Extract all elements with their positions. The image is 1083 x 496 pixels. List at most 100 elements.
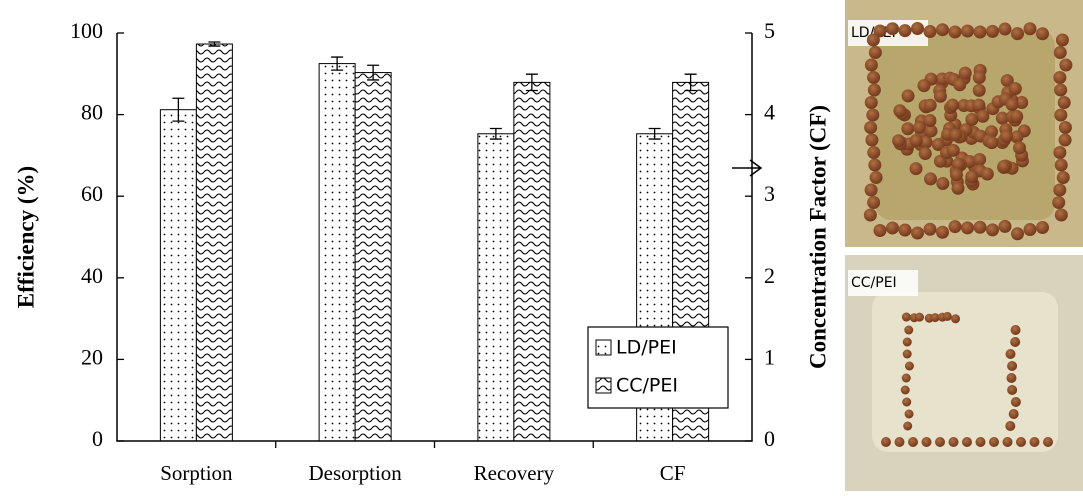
bar (478, 134, 514, 441)
bead (1043, 437, 1053, 447)
bead (974, 221, 987, 234)
bead (951, 314, 960, 323)
bead (866, 109, 879, 122)
bead (886, 221, 899, 234)
bead (909, 162, 922, 175)
bead (1013, 141, 1026, 154)
bead (902, 313, 911, 322)
bead (965, 170, 978, 183)
bead (899, 24, 912, 37)
bead (902, 89, 915, 102)
bead (989, 437, 999, 447)
bead (1055, 159, 1068, 172)
bead (917, 79, 930, 92)
bead (947, 144, 960, 157)
y-tick-label: 20 (81, 344, 103, 369)
bead (908, 437, 918, 447)
y2-tick-label: 4 (764, 100, 775, 125)
y2-tick-label: 0 (764, 426, 775, 451)
bead (864, 209, 877, 222)
bead (981, 168, 994, 181)
bead (924, 223, 937, 236)
bead (1006, 349, 1016, 359)
bead (868, 84, 881, 97)
bead (901, 386, 910, 395)
bead (1057, 171, 1070, 184)
bead (911, 22, 924, 35)
y-tick-label: 100 (70, 18, 103, 43)
legend-label: CC/PEI (616, 375, 678, 397)
bead (1054, 84, 1067, 97)
bead (1007, 385, 1017, 395)
bead (986, 223, 999, 236)
bead (999, 220, 1012, 233)
bead (924, 172, 937, 185)
bead (935, 437, 945, 447)
bead (1010, 337, 1020, 347)
bead (986, 25, 999, 38)
bead (936, 226, 949, 239)
bead (923, 114, 936, 127)
bead (934, 90, 947, 103)
bead (1006, 373, 1016, 383)
bead (985, 136, 998, 149)
bar (160, 110, 196, 441)
bead (870, 171, 883, 184)
bead (1009, 82, 1022, 95)
bead (910, 134, 923, 147)
bead (936, 23, 949, 36)
y2-axis-title: Concentration Factor (CF) (805, 105, 830, 369)
bead (924, 99, 937, 112)
bead (1030, 437, 1040, 447)
bead (962, 437, 972, 447)
y-tick-label: 60 (81, 181, 103, 206)
bead (865, 184, 878, 197)
x-tick-label: CF (660, 461, 686, 485)
bead (1010, 110, 1023, 123)
bead (1036, 221, 1049, 234)
bead (904, 326, 913, 335)
bar (319, 64, 355, 441)
bead (864, 121, 877, 134)
bead (1007, 361, 1017, 371)
bead (1011, 397, 1021, 407)
bead (1005, 421, 1015, 431)
y-tick-label: 0 (92, 426, 103, 451)
photo-tray (872, 292, 1058, 452)
bead (874, 224, 887, 237)
bead (972, 99, 985, 112)
bead (903, 422, 912, 431)
bead (961, 221, 974, 234)
chart: Efficiency (%) Concentration Factor (CF)… (0, 0, 1083, 491)
bead (867, 196, 880, 209)
y2-tick-label: 2 (764, 263, 775, 288)
bar (196, 44, 232, 441)
bead (1059, 59, 1072, 72)
bead (924, 25, 937, 38)
bead (1055, 209, 1068, 222)
y-tick-label: 40 (81, 263, 103, 288)
bead (953, 78, 966, 91)
legend-label: LD/PEI (616, 337, 677, 359)
bead (905, 410, 914, 419)
bead (867, 34, 880, 47)
bead (1056, 34, 1069, 47)
legend-swatch (596, 378, 611, 393)
bead (976, 110, 989, 123)
x-tick-label: Sorption (160, 461, 233, 485)
bead (949, 220, 962, 233)
bead (1011, 27, 1024, 40)
bead (949, 437, 959, 447)
bead (1053, 184, 1066, 197)
bead (902, 374, 911, 383)
bead (1003, 437, 1013, 447)
bead (922, 437, 932, 447)
bead (865, 96, 878, 109)
bead (1011, 325, 1021, 335)
y-tick-label: 80 (81, 100, 103, 125)
bead (943, 312, 952, 321)
y2-tick-label: 3 (764, 181, 775, 206)
bead (965, 113, 978, 126)
bead (997, 160, 1010, 173)
bead (1016, 437, 1026, 447)
